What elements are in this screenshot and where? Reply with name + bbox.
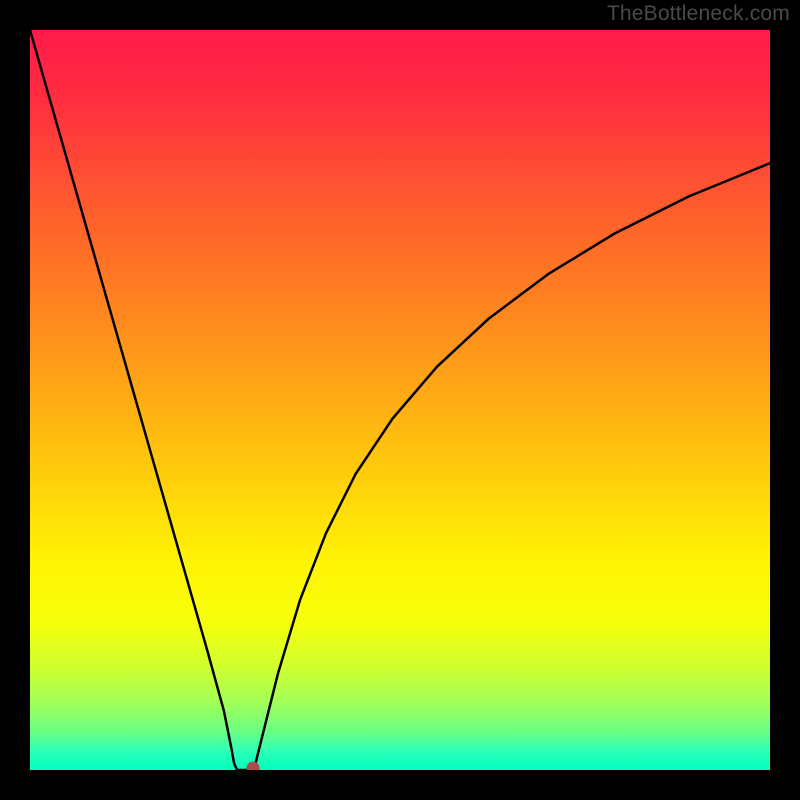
chart-vertex-marker (247, 761, 260, 770)
chart-plot-area (30, 30, 770, 770)
chart-curve (30, 30, 770, 770)
watermark-text: TheBottleneck.com (607, 2, 790, 26)
